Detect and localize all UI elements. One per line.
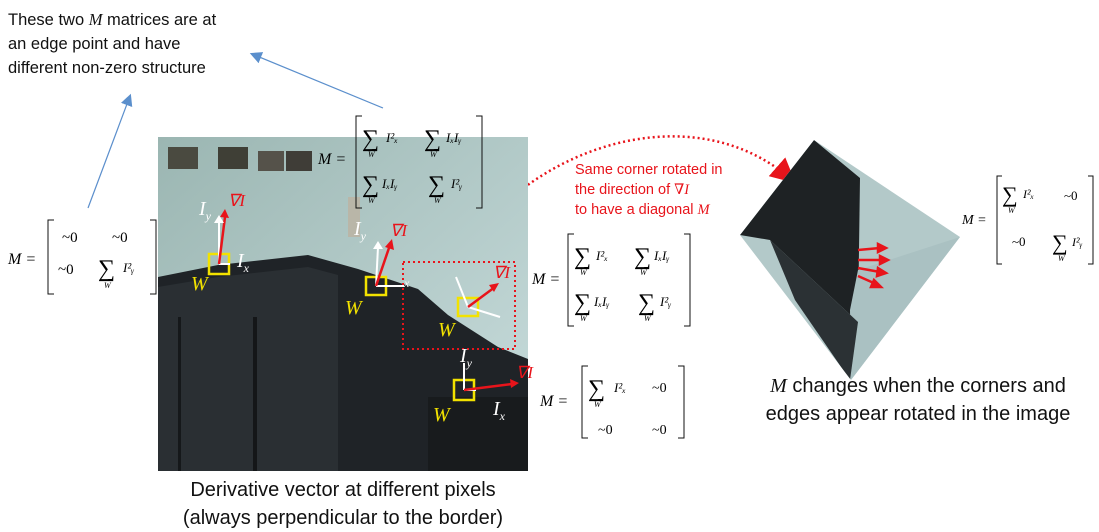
caption-left: Derivative vector at different pixels (a…	[158, 476, 528, 532]
caption-right-line1: M changes when the corners and	[770, 375, 1066, 397]
blue-arrow-left	[87, 93, 133, 209]
svg-text:W: W	[594, 400, 602, 409]
matrix-middle: M = ∑ W I²ₓ ∑ W IₓIᵧ ∑ W IₓIᵧ ∑ W I²ᵧ	[531, 233, 691, 327]
matrix-right-a22: I²ᵧ	[1071, 235, 1083, 249]
top-note-line3: different non-zero structure	[8, 59, 206, 77]
matrix-top-a11: I²ₓ	[385, 130, 398, 145]
top-note-line1: These two M matrices are at	[8, 10, 217, 29]
label-W-4: W	[433, 404, 450, 426]
matrix-top-a12: IₓIᵧ	[445, 130, 461, 145]
label-W-2: W	[345, 297, 362, 319]
svg-text:∑: ∑	[362, 172, 379, 198]
svg-text:W: W	[434, 196, 442, 205]
svg-text:W: W	[640, 268, 648, 277]
rotated-region-box	[402, 261, 516, 350]
label-Ix-4: Ix	[493, 398, 505, 423]
label-W-1: W	[191, 273, 208, 295]
matrix-left-a22: I²ᵧ	[122, 260, 134, 275]
matrix-left-a11: ~0	[62, 230, 78, 246]
matrix-left-sum-sub: W	[104, 281, 112, 290]
matrix-right-a11: I²ₓ	[1022, 187, 1034, 201]
image-crop-corner	[158, 137, 528, 471]
matrix-middle-a12: IₓIᵧ	[653, 248, 669, 263]
svg-text:∑: ∑	[1002, 182, 1018, 207]
svg-text:∑: ∑	[362, 126, 379, 152]
matrix-top: M = ∑ W I²ₓ ∑ W IₓIᵧ ∑ W IₓIᵧ ∑ W I²ᵧ	[317, 115, 483, 209]
top-note: These two M matrices are at an edge poin…	[8, 8, 268, 80]
matrix-left-sum: ∑	[98, 256, 115, 282]
rotated-note-line1: Same corner rotated in	[575, 162, 723, 178]
svg-text:W: W	[580, 268, 588, 277]
label-grad-1: ∇I	[228, 191, 246, 210]
matrix-right-label: M =	[961, 213, 987, 228]
svg-text:∑: ∑	[1052, 230, 1068, 255]
label-W-3: W	[438, 319, 455, 341]
matrix-left-label: M =	[7, 251, 36, 268]
matrix-top-label: M =	[317, 151, 346, 168]
matrix-bottom: M = ∑ W I²ₓ ~0 ~0 ~0	[539, 365, 685, 439]
matrix-right-a12: ~0	[1064, 188, 1078, 203]
label-Ix-1: Ix	[237, 250, 249, 275]
matrix-bottom-a21: ~0	[598, 423, 613, 438]
matrix-middle-a22: I²ᵧ	[659, 294, 671, 309]
svg-text:∑: ∑	[634, 244, 651, 270]
matrix-top-a22: I²ᵧ	[450, 176, 462, 191]
matrix-right-a21: ~0	[1012, 234, 1026, 249]
label-Iy-4: Iy	[460, 345, 472, 370]
rotated-image-crop	[740, 140, 960, 380]
svg-text:W: W	[1008, 206, 1016, 215]
svg-text:W: W	[580, 314, 588, 323]
rotated-note-line2: the direction of ∇I	[575, 182, 690, 198]
rotated-note-line3: to have a diagonal M	[575, 202, 710, 218]
matrix-middle-a21: IₓIᵧ	[593, 294, 609, 309]
svg-text:∑: ∑	[424, 126, 441, 152]
label-grad-4: ∇I	[516, 363, 534, 382]
label-Iy-1: Iy	[199, 198, 211, 223]
caption-left-line1: Derivative vector at different pixels	[190, 479, 496, 501]
caption-right: M changes when the corners and edges app…	[748, 372, 1088, 428]
label-grad-3: ∇I	[493, 263, 511, 282]
label-Iy-2: Iy	[354, 218, 366, 243]
svg-text:∑: ∑	[574, 244, 591, 270]
top-note-line2: an edge point and have	[8, 35, 181, 53]
matrix-bottom-label: M =	[539, 393, 568, 410]
window-box-3	[456, 296, 480, 318]
svg-text:W: W	[644, 314, 652, 323]
matrix-middle-a11: I²ₓ	[595, 248, 608, 263]
svg-text:∑: ∑	[428, 172, 445, 198]
svg-text:∑: ∑	[638, 290, 655, 316]
svg-text:W: W	[368, 196, 376, 205]
svg-text:W: W	[1058, 254, 1066, 263]
matrix-left-a12: ~0	[112, 230, 128, 246]
svg-text:W: W	[430, 150, 438, 159]
svg-text:W: W	[368, 150, 376, 159]
matrix-bottom-a12: ~0	[652, 381, 667, 396]
rotated-note: Same corner rotated in the direction of …	[575, 160, 765, 220]
svg-text:∑: ∑	[574, 290, 591, 316]
matrix-right: M = ∑ W I²ₓ ~0 ~0 ∑ W I²ᵧ	[961, 175, 1094, 265]
matrix-left: M = ~0 ~0 ~0 ∑ W I²ᵧ	[7, 219, 157, 295]
matrix-top-a21: IₓIᵧ	[381, 176, 397, 191]
caption-right-line2: edges appear rotated in the image	[765, 403, 1071, 425]
caption-left-line2: (always perpendicular to the border)	[182, 507, 504, 529]
matrix-middle-label: M =	[531, 271, 560, 288]
matrix-left-a21: ~0	[58, 262, 74, 278]
label-Ix-2: x	[404, 276, 410, 290]
photo-illustration	[158, 137, 528, 471]
matrix-bottom-a11: I²ₓ	[613, 380, 626, 395]
blue-arrow-right	[249, 52, 384, 109]
svg-text:∑: ∑	[588, 376, 605, 402]
matrix-bottom-a22: ~0	[652, 423, 667, 438]
label-grad-2: ∇I	[390, 221, 408, 240]
